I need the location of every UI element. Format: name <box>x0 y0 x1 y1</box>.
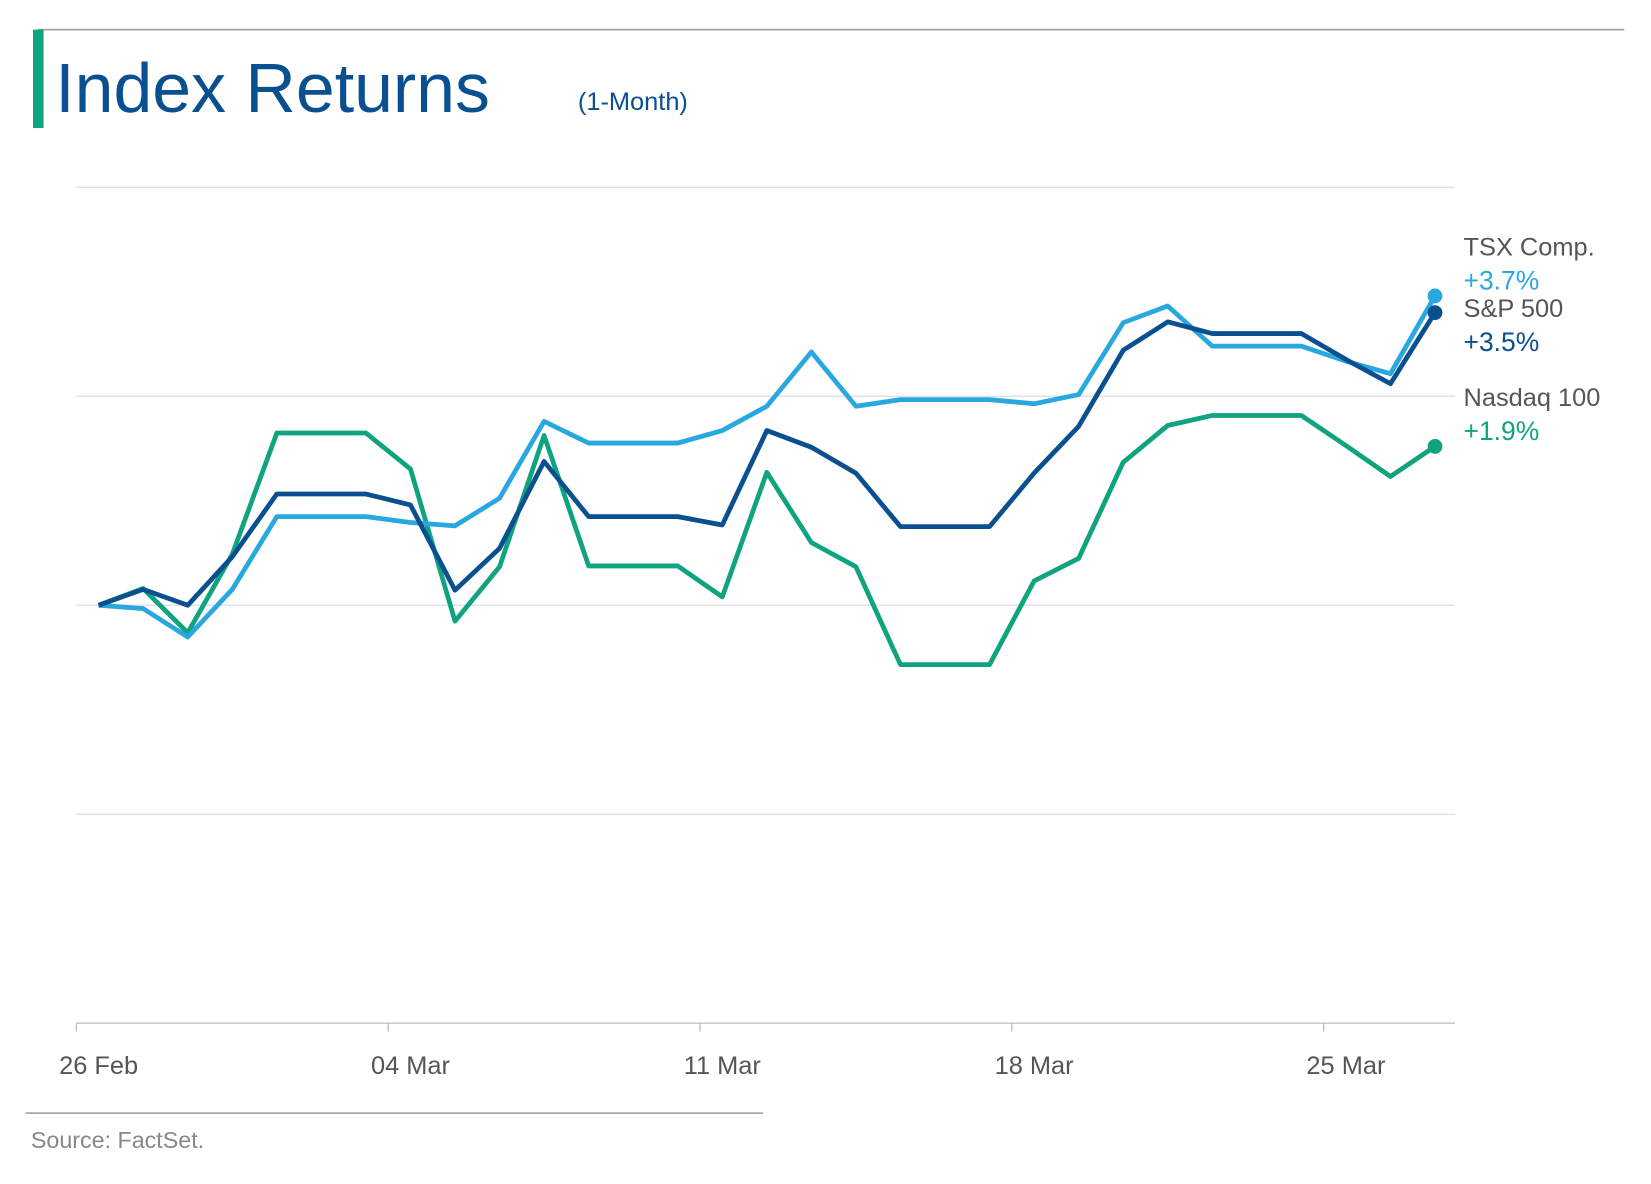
end-dot <box>1427 439 1443 454</box>
end-label: +3.5% <box>1464 327 1540 357</box>
source: Source: FactSet. <box>31 1127 204 1153</box>
x-tick-label: 26 Feb <box>59 1052 138 1080</box>
x-tick-label: 11 Mar <box>684 1052 762 1080</box>
x-tick-label: 04 Mar <box>371 1052 451 1080</box>
legend-label: TSX Comp. <box>1464 234 1595 262</box>
x-tick-label: 18 Mar <box>995 1052 1075 1080</box>
x-tick-label: 25 Mar <box>1306 1052 1386 1080</box>
chart-title: Index Returns <box>55 49 490 127</box>
series-line <box>98 294 1438 640</box>
legend-label: Nasdaq 100 <box>1464 384 1601 412</box>
series-line <box>97 311 1438 608</box>
end-dot <box>1427 288 1443 304</box>
end-dot <box>1427 305 1443 321</box>
title-accent <box>32 29 44 129</box>
legend-label: S&P 500 <box>1464 295 1564 323</box>
end-label: +3.7% <box>1464 266 1540 296</box>
series-line <box>97 413 1437 667</box>
end-label: +1.9% <box>1464 416 1540 446</box>
chart-subtitle: (1-Month) <box>578 88 688 116</box>
